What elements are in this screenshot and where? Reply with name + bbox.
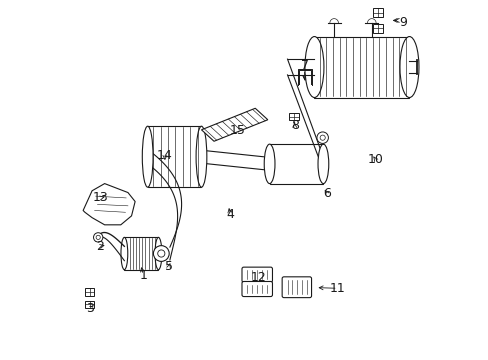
Text: 9: 9 [398,16,406,29]
Bar [124,237,158,270]
Circle shape [320,135,325,140]
Text: 12: 12 [250,271,266,284]
Text: 4: 4 [226,208,234,221]
Text: 10: 10 [366,153,383,166]
FancyBboxPatch shape [242,267,272,282]
Circle shape [316,132,328,143]
Text: 15: 15 [229,124,245,137]
Text: 7: 7 [300,59,308,72]
Text: 6: 6 [323,187,330,200]
FancyBboxPatch shape [282,277,311,298]
Text: 3: 3 [86,302,94,315]
Polygon shape [201,108,267,141]
Ellipse shape [399,37,418,98]
Circle shape [158,250,164,257]
Text: 13: 13 [92,192,108,204]
Text: 14: 14 [157,149,172,162]
Ellipse shape [196,126,206,187]
Bar [269,144,323,184]
Text: 8: 8 [290,119,298,132]
Bar [85,301,94,308]
Circle shape [96,235,100,239]
Circle shape [153,246,169,261]
Bar [372,24,383,33]
Ellipse shape [155,237,162,270]
Polygon shape [83,184,135,225]
Ellipse shape [121,237,127,270]
Text: 2: 2 [96,240,104,253]
Text: 11: 11 [329,282,345,295]
Circle shape [93,233,102,242]
Bar [372,8,383,17]
Text: 1: 1 [139,269,147,282]
Bar [314,37,408,98]
Ellipse shape [142,126,153,187]
Ellipse shape [317,144,328,184]
FancyBboxPatch shape [242,282,272,297]
Ellipse shape [305,37,323,98]
Bar [147,126,201,187]
Text: 5: 5 [165,260,173,273]
Ellipse shape [264,144,274,184]
Bar [85,288,94,296]
Bar [288,113,298,121]
